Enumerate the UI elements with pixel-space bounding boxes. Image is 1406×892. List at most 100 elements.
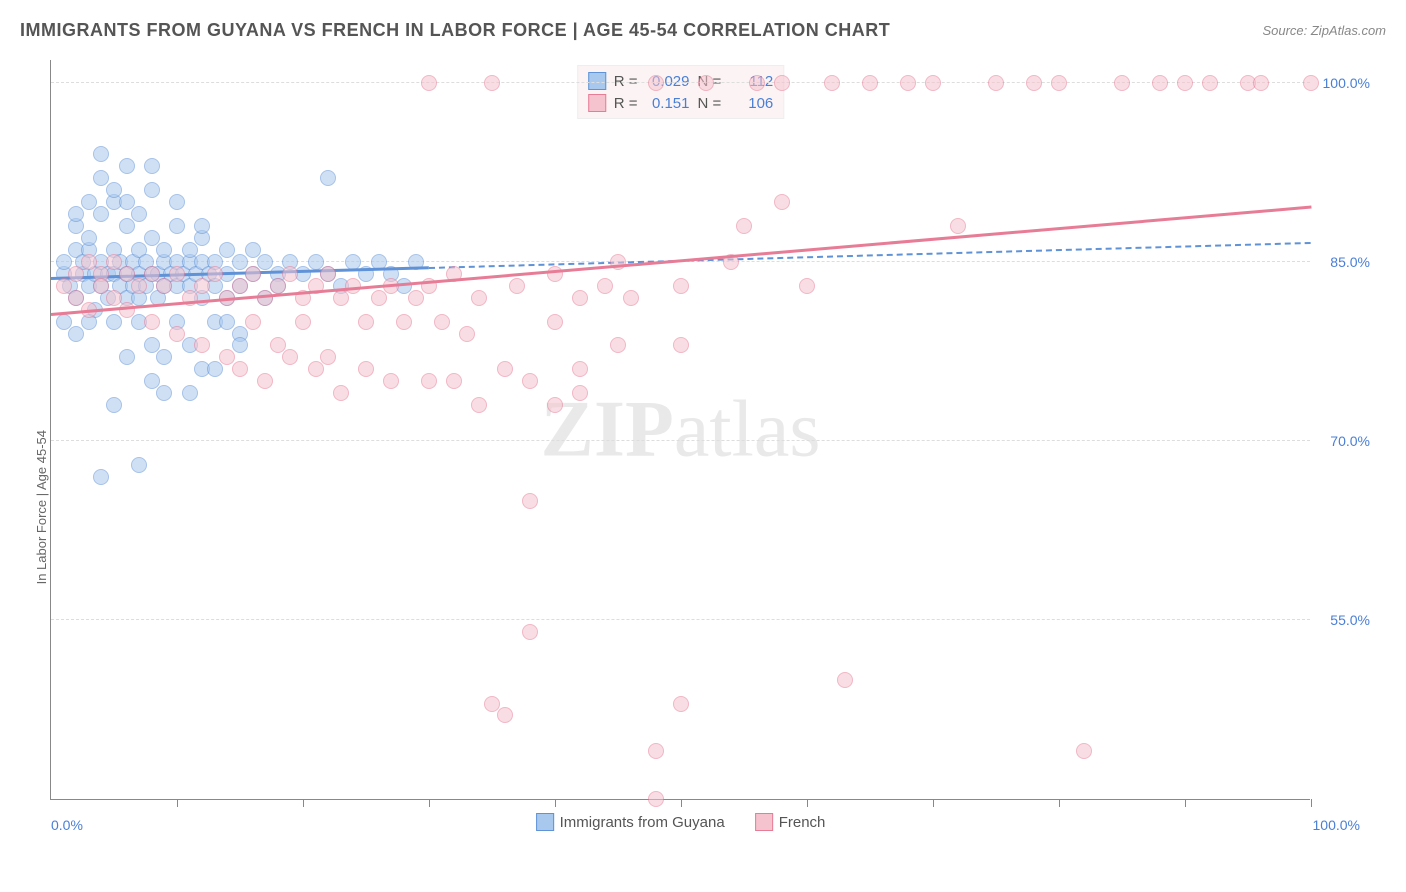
- data-point: [81, 254, 97, 270]
- watermark-thin: atlas: [674, 385, 821, 473]
- data-point: [68, 326, 84, 342]
- data-point: [56, 278, 72, 294]
- data-point: [144, 182, 160, 198]
- source-label: Source: ZipAtlas.com: [1262, 23, 1386, 38]
- data-point: [383, 373, 399, 389]
- data-point: [648, 791, 664, 807]
- data-point: [446, 373, 462, 389]
- data-point: [320, 349, 336, 365]
- data-point: [837, 672, 853, 688]
- data-point: [434, 314, 450, 330]
- data-point: [119, 266, 135, 282]
- data-point: [106, 314, 122, 330]
- data-point: [119, 218, 135, 234]
- data-point: [144, 230, 160, 246]
- gridline: [51, 619, 1310, 620]
- data-point: [169, 266, 185, 282]
- data-point: [497, 707, 513, 723]
- data-point: [471, 397, 487, 413]
- data-point: [144, 314, 160, 330]
- data-point: [144, 266, 160, 282]
- data-point: [572, 290, 588, 306]
- data-point: [156, 385, 172, 401]
- data-point: [295, 314, 311, 330]
- data-point: [774, 194, 790, 210]
- scatter-plot: In Labor Force | Age 45-54 ZIPatlas R = …: [50, 60, 1310, 800]
- y-axis-label: In Labor Force | Age 45-54: [34, 430, 49, 584]
- n-value-1: 106: [729, 95, 773, 112]
- data-point: [358, 361, 374, 377]
- data-point: [219, 349, 235, 365]
- chart-title: IMMIGRANTS FROM GUYANA VS FRENCH IN LABO…: [20, 20, 890, 41]
- data-point: [232, 278, 248, 294]
- data-point: [131, 278, 147, 294]
- header: IMMIGRANTS FROM GUYANA VS FRENCH IN LABO…: [20, 20, 1386, 41]
- x-tick: [1059, 799, 1060, 807]
- data-point: [156, 242, 172, 258]
- data-point: [232, 361, 248, 377]
- data-point: [471, 290, 487, 306]
- legend-item-1: French: [755, 813, 826, 831]
- data-point: [371, 290, 387, 306]
- swatch-bottom-0: [536, 813, 554, 831]
- data-point: [93, 278, 109, 294]
- data-point: [320, 266, 336, 282]
- data-point: [106, 397, 122, 413]
- swatch-series-1: [588, 94, 606, 112]
- data-point: [1202, 75, 1218, 91]
- data-point: [749, 75, 765, 91]
- data-point: [144, 373, 160, 389]
- legend-row-1: R = 0.151 N = 106: [588, 92, 774, 114]
- data-point: [245, 266, 261, 282]
- data-point: [522, 493, 538, 509]
- y-tick-label: 55.0%: [1330, 612, 1370, 628]
- data-point: [81, 194, 97, 210]
- data-point: [799, 278, 815, 294]
- data-point: [421, 373, 437, 389]
- data-point: [736, 218, 752, 234]
- watermark-bold: ZIP: [541, 385, 674, 473]
- x-tick: [555, 799, 556, 807]
- data-point: [119, 158, 135, 174]
- x-tick: [933, 799, 934, 807]
- data-point: [1051, 75, 1067, 91]
- data-point: [673, 278, 689, 294]
- data-point: [169, 218, 185, 234]
- data-point: [106, 182, 122, 198]
- data-point: [421, 75, 437, 91]
- r-value-1: 0.151: [646, 95, 690, 112]
- x-max-label: 100.0%: [1313, 817, 1360, 833]
- gridline: [51, 440, 1310, 441]
- data-point: [396, 314, 412, 330]
- data-point: [484, 696, 500, 712]
- data-point: [207, 361, 223, 377]
- data-point: [194, 218, 210, 234]
- data-point: [81, 230, 97, 246]
- series-legend: Immigrants from Guyana French: [536, 813, 826, 831]
- x-tick: [303, 799, 304, 807]
- data-point: [320, 170, 336, 186]
- data-point: [497, 361, 513, 377]
- data-point: [106, 290, 122, 306]
- data-point: [1303, 75, 1319, 91]
- data-point: [219, 314, 235, 330]
- data-point: [182, 385, 198, 401]
- data-point: [988, 75, 1004, 91]
- data-point: [824, 75, 840, 91]
- data-point: [1253, 75, 1269, 91]
- y-tick-label: 70.0%: [1330, 433, 1370, 449]
- data-point: [900, 75, 916, 91]
- data-point: [408, 290, 424, 306]
- data-point: [509, 278, 525, 294]
- x-min-label: 0.0%: [51, 817, 83, 833]
- data-point: [194, 278, 210, 294]
- data-point: [156, 349, 172, 365]
- data-point: [194, 337, 210, 353]
- data-point: [1026, 75, 1042, 91]
- data-point: [358, 314, 374, 330]
- data-point: [648, 75, 664, 91]
- data-point: [56, 314, 72, 330]
- data-point: [68, 290, 84, 306]
- data-point: [270, 278, 286, 294]
- data-point: [282, 266, 298, 282]
